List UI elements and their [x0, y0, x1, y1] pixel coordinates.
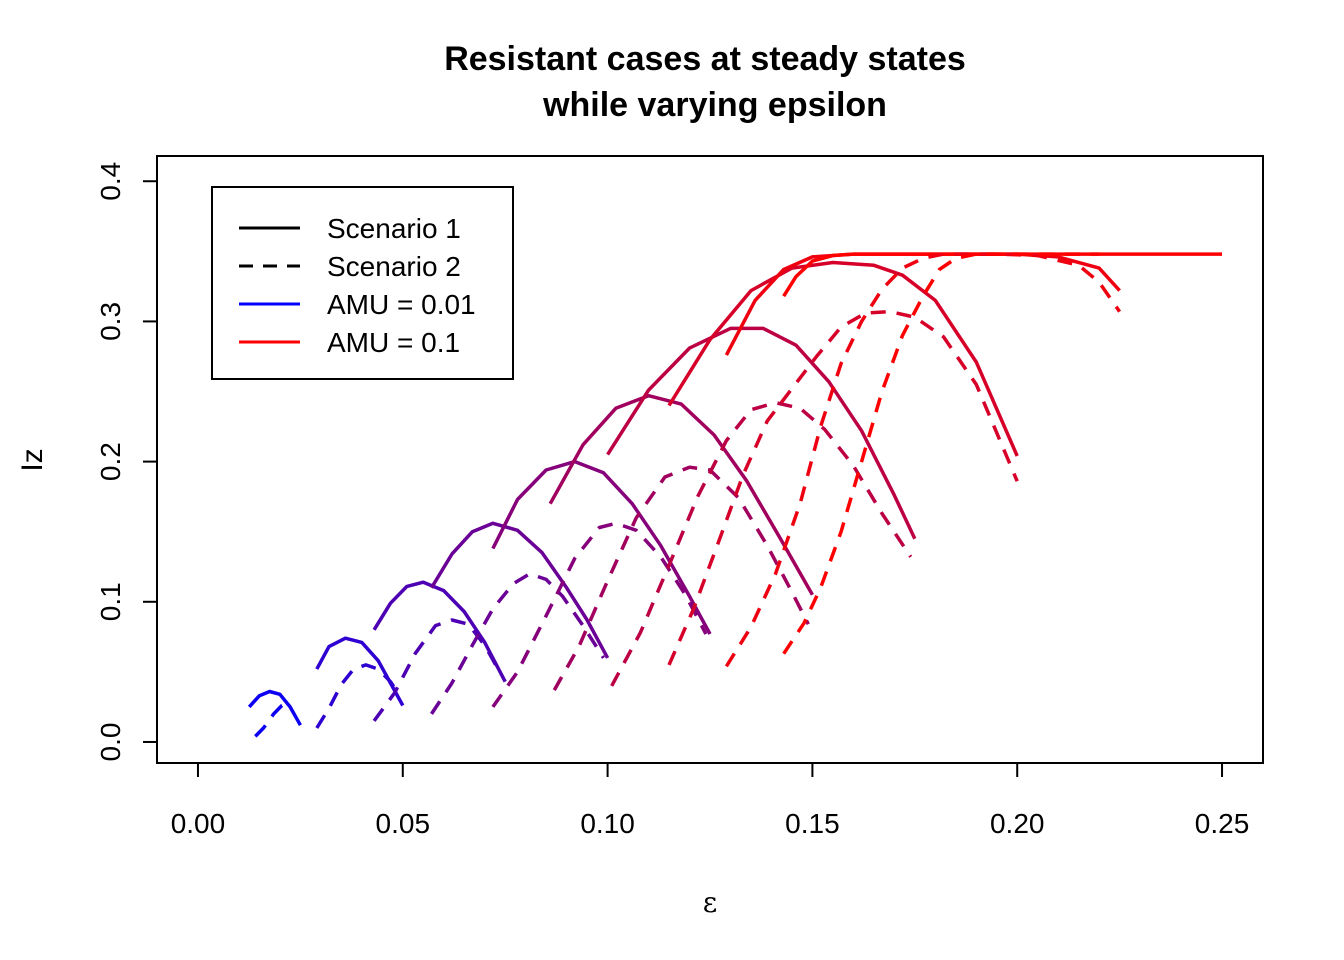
- series-line-scenario-1-amu-2: [372, 580, 507, 683]
- series-line-scenario-2-amu-1: [315, 663, 401, 729]
- y-tick-label: 0.4: [95, 162, 126, 201]
- y-axis-label: Iz: [16, 448, 49, 471]
- y-tick-label: 0.1: [95, 582, 126, 621]
- y-tick-label: 0.0: [95, 723, 126, 762]
- x-tick-label: 0.25: [1195, 808, 1250, 839]
- series-line-scenario-2-amu-0: [254, 701, 289, 738]
- series-line-scenario-2-amu-5: [552, 465, 810, 691]
- series-layer: [247, 252, 1222, 738]
- series-line-scenario-1-amu-0: [247, 689, 302, 727]
- x-tick-label: 0.00: [171, 808, 226, 839]
- series-line-scenario-1-amu-9: [782, 252, 1222, 298]
- series-line-scenario-2-amu-2: [372, 618, 503, 722]
- series-line-scenario-2-amu-4: [491, 521, 708, 708]
- legend: Scenario 1 Scenario 2 AMU = 0.01 AMU = 0…: [211, 186, 514, 380]
- legend-box: [211, 186, 514, 380]
- x-tick-label: 0.15: [785, 808, 840, 839]
- series-line-scenario-1-amu-3: [430, 521, 610, 659]
- series-line-scenario-2-amu-7: [667, 309, 1019, 666]
- legend-label-scenario-1: Scenario 1: [327, 213, 461, 244]
- x-tick-label: 0.10: [580, 808, 635, 839]
- series-line-scenario-1-amu-1: [315, 636, 405, 707]
- chart-title-line1: Resistant cases at steady states: [444, 40, 966, 78]
- x-axis: 0.00 0.05 0.10 0.15 0.20 0.25: [171, 762, 1250, 839]
- legend-label-amu-low: AMU = 0.01: [327, 289, 476, 320]
- series-line-scenario-1-amu-4: [491, 459, 712, 635]
- series-line-scenario-2-amu-8: [724, 252, 1122, 668]
- series-line-scenario-2-amu-6: [610, 400, 913, 687]
- series-line-scenario-2-amu-9: [782, 252, 1100, 655]
- series-line-scenario-1-amu-7: [667, 260, 1019, 457]
- y-tick-label: 0.2: [95, 442, 126, 481]
- series-line-scenario-1-amu-5: [548, 393, 814, 596]
- legend-label-amu-high: AMU = 0.1: [327, 327, 460, 358]
- x-axis-label: ε: [703, 886, 718, 919]
- x-tick-label: 0.20: [990, 808, 1045, 839]
- series-line-scenario-1-amu-6: [606, 326, 917, 540]
- x-tick-label: 0.05: [376, 808, 431, 839]
- chart-title-line2: while varying epsilon: [542, 86, 887, 124]
- series-line-scenario-2-amu-3: [430, 572, 605, 715]
- y-tick-label: 0.3: [95, 302, 126, 341]
- legend-label-scenario-2: Scenario 2: [327, 251, 461, 282]
- y-axis: 0.0 0.1 0.2 0.3 0.4: [95, 162, 158, 762]
